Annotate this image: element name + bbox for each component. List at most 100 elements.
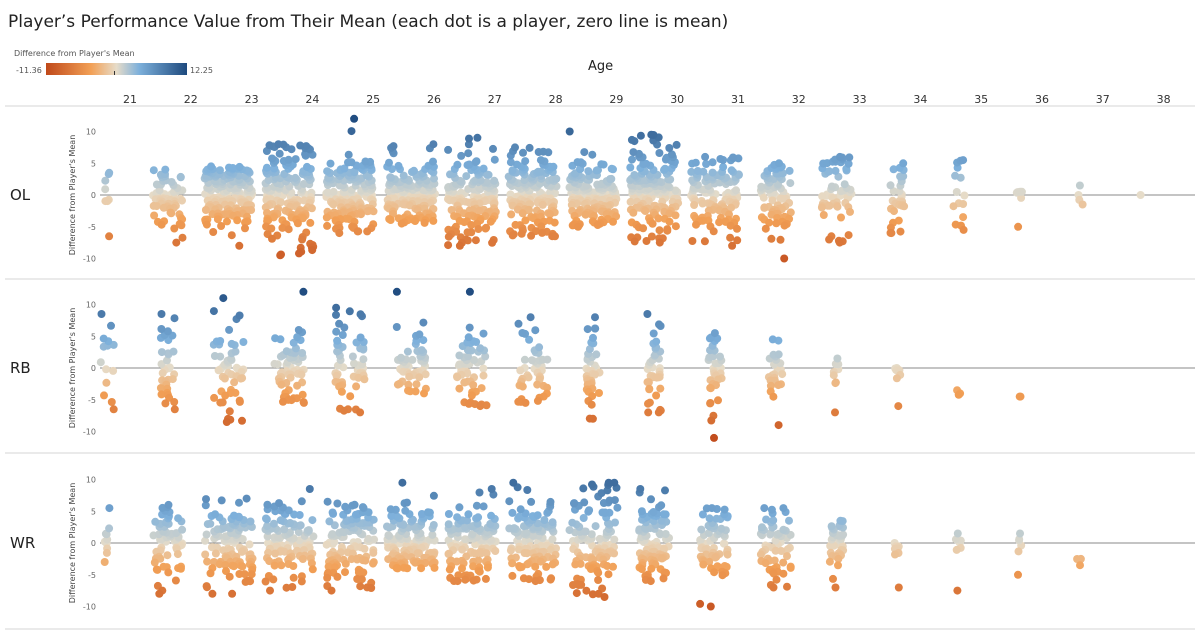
data-point	[531, 326, 540, 335]
data-point	[890, 207, 898, 216]
data-point	[323, 221, 332, 230]
data-point	[719, 163, 728, 172]
data-point	[588, 590, 597, 599]
data-point	[269, 575, 278, 584]
data-point	[245, 540, 254, 549]
data-point	[101, 176, 110, 185]
data-point	[889, 165, 898, 174]
data-point	[714, 396, 722, 405]
data-point	[241, 218, 249, 227]
data-point	[457, 151, 466, 160]
data-point	[840, 180, 849, 189]
data-point	[652, 373, 661, 382]
data-point	[469, 562, 478, 571]
data-point	[780, 254, 789, 263]
data-point	[359, 568, 368, 577]
data-point	[641, 207, 650, 215]
data-point	[630, 237, 639, 246]
age-tick-label: 29	[609, 93, 623, 106]
data-point	[462, 172, 471, 181]
data-point	[178, 196, 186, 205]
data-point	[359, 355, 368, 364]
data-point	[430, 174, 438, 183]
data-point	[896, 227, 905, 236]
y-tick-label: 5	[91, 507, 96, 516]
data-point	[647, 495, 655, 504]
data-point	[637, 565, 646, 574]
data-point	[711, 553, 720, 562]
data-point	[344, 150, 353, 159]
data-point	[836, 516, 845, 525]
data-point	[170, 398, 179, 406]
data-point	[487, 511, 496, 520]
y-tick-label: -5	[88, 223, 96, 232]
data-point	[458, 545, 467, 554]
data-point	[508, 508, 517, 517]
data-point	[97, 310, 106, 318]
age-tick-label: 34	[913, 93, 927, 106]
data-point	[415, 549, 423, 558]
data-point	[644, 408, 653, 417]
legend-zero-marker	[114, 71, 115, 75]
data-point	[360, 375, 369, 384]
y-tick-label: -5	[88, 396, 96, 405]
data-point	[786, 179, 795, 188]
data-point	[304, 526, 313, 535]
data-point	[1015, 392, 1024, 401]
data-point	[710, 329, 719, 338]
position-label-wr: WR	[10, 534, 35, 552]
data-point	[235, 241, 244, 250]
data-point	[429, 140, 438, 149]
data-point	[899, 159, 908, 168]
data-point	[291, 173, 300, 182]
data-point	[756, 550, 765, 559]
data-point	[328, 508, 337, 517]
data-point	[508, 559, 517, 568]
data-point	[712, 514, 721, 523]
data-point	[465, 160, 474, 169]
data-point	[341, 559, 350, 568]
data-point	[356, 310, 365, 319]
data-point	[322, 540, 331, 549]
data-point	[237, 547, 246, 556]
data-point	[535, 343, 544, 352]
data-point	[886, 181, 895, 190]
data-point	[235, 311, 244, 320]
data-point	[412, 380, 421, 389]
data-point	[760, 504, 769, 513]
data-point	[222, 418, 231, 426]
data-point	[825, 557, 834, 566]
data-point	[481, 574, 490, 583]
data-point	[282, 583, 291, 592]
data-point	[774, 421, 783, 430]
data-point	[588, 414, 597, 423]
data-point	[445, 565, 454, 574]
data-point	[271, 549, 280, 558]
data-point	[155, 589, 164, 598]
data-point	[825, 201, 834, 210]
data-point	[247, 570, 256, 579]
data-point	[397, 219, 406, 228]
data-point	[649, 329, 658, 338]
data-point	[178, 525, 187, 534]
data-point	[655, 320, 663, 329]
data-point	[952, 545, 961, 554]
data-point	[647, 564, 656, 573]
data-point	[538, 200, 547, 209]
data-point	[825, 235, 834, 244]
data-point	[299, 287, 308, 296]
data-point	[523, 486, 532, 494]
data-point	[221, 561, 230, 569]
data-point	[647, 130, 656, 139]
data-point	[533, 511, 542, 520]
data-point	[671, 211, 680, 220]
data-point	[479, 164, 488, 173]
data-point	[835, 238, 844, 247]
data-point	[509, 478, 518, 487]
data-point	[333, 499, 342, 508]
data-point	[347, 127, 356, 136]
data-point	[96, 358, 105, 367]
data-point	[356, 333, 365, 342]
data-point	[287, 396, 296, 405]
data-point	[591, 313, 599, 322]
